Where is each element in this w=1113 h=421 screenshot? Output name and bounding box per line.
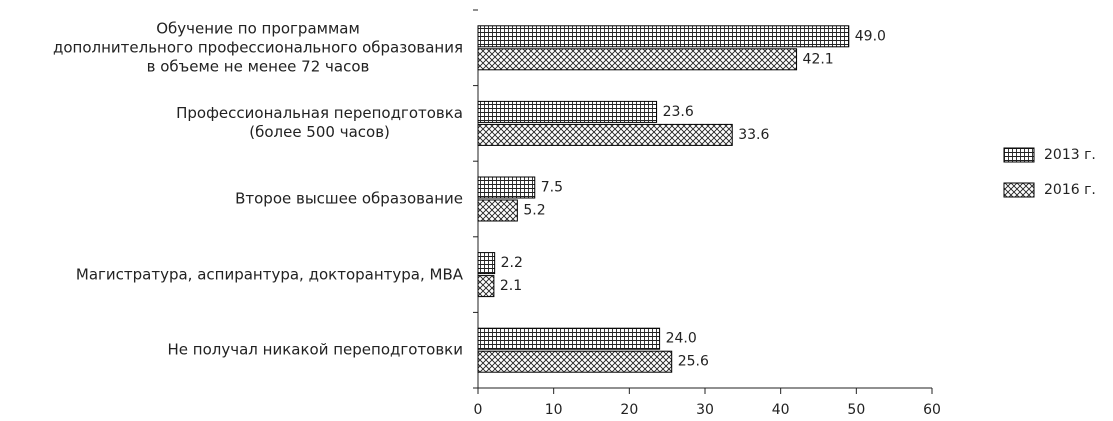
value-label: 2.2: [501, 255, 523, 271]
category-label: Профессиональная переподготовка (более 5…: [176, 104, 463, 142]
bar: [477, 25, 850, 48]
x-tick-label: 30: [696, 402, 714, 418]
legend-label: 2016 г.: [1044, 182, 1096, 198]
value-label: 23.6: [663, 104, 694, 120]
x-tick-label: 40: [772, 402, 790, 418]
bar: [477, 350, 673, 373]
x-tick-label: 60: [923, 402, 941, 418]
value-label: 2.1: [500, 278, 522, 294]
legend-swatch: [1003, 147, 1035, 163]
value-label: 25.6: [678, 354, 709, 370]
bar: [477, 176, 536, 199]
x-tick-label: 20: [620, 402, 638, 418]
value-label: 33.6: [738, 127, 769, 143]
x-tick-label: 0: [474, 402, 483, 418]
category-label: Магистратура, аспирантура, докторантура,…: [75, 265, 463, 284]
bar: [477, 199, 518, 222]
bar: [477, 100, 658, 123]
legend-swatch: [1003, 182, 1035, 198]
category-label: Второе высшее образование: [235, 189, 463, 208]
legend-label: 2013 г.: [1044, 147, 1096, 163]
value-label: 7.5: [541, 180, 563, 196]
bar: [477, 275, 495, 298]
bar: [477, 123, 733, 146]
x-tick-label: 50: [847, 402, 865, 418]
bar: [477, 48, 798, 71]
bar: [477, 327, 661, 350]
value-label: 42.1: [803, 51, 834, 67]
category-label: Обучение по программам дополнительного п…: [52, 19, 463, 76]
value-label: 49.0: [855, 28, 886, 44]
category-label: Не получал никакой переподготовки: [167, 340, 463, 359]
value-label: 24.0: [666, 331, 697, 347]
bar: [477, 252, 496, 275]
value-label: 5.2: [523, 203, 545, 219]
x-tick-label: 10: [545, 402, 563, 418]
